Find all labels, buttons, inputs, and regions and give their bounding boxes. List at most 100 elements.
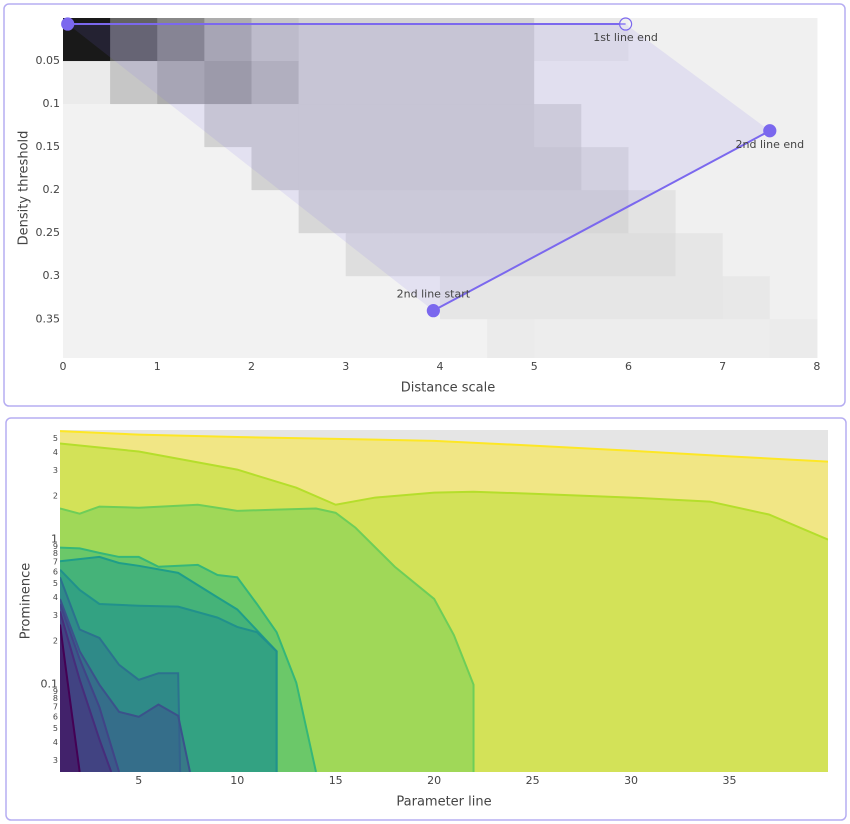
heatmap-cell [251, 319, 300, 358]
x-axis-title: Distance scale [401, 381, 495, 396]
line-handle [619, 17, 633, 31]
heatmap-cell [675, 190, 724, 234]
heatmap-cell [487, 104, 535, 148]
x-tick-label: 35 [723, 774, 737, 787]
heatmap-cell [722, 147, 771, 191]
heatmap-cell [157, 233, 205, 277]
area-line [60, 624, 81, 772]
heatmap-cell [345, 147, 394, 191]
heatmap-cell [439, 233, 488, 277]
heatmap-cell [487, 18, 535, 62]
y-tick-label: 9 [53, 542, 58, 551]
heatmap-cell [157, 18, 205, 62]
heatmap-cell [628, 190, 677, 234]
heatmap-cell [487, 276, 535, 320]
heatmap-cell [392, 233, 441, 277]
y-tick-label: 0.1 [41, 678, 59, 691]
heatmap-cell [204, 104, 252, 148]
heatmap-cell [769, 104, 818, 148]
y-tick-label: 4 [53, 738, 58, 747]
heatmap-cell [298, 190, 347, 234]
y-tick-label: 1 [51, 533, 58, 546]
y-tick-label: 6 [53, 712, 58, 721]
heatmap-cell [204, 61, 252, 105]
heatmap-cell [298, 276, 347, 320]
heatmap-cell [345, 319, 394, 358]
heatmap-cell [204, 233, 252, 277]
heatmap-cell [298, 319, 347, 358]
y-tick-label: 7 [53, 558, 58, 567]
line-handle [763, 124, 777, 138]
heatmap-cell [722, 190, 771, 234]
area-line [60, 598, 191, 772]
y-tick-label: 6 [53, 567, 58, 576]
y-tick-label: 4 [53, 448, 58, 457]
area-line [60, 603, 121, 772]
heatmap-cell [722, 61, 771, 105]
heatmap-cell [157, 190, 205, 234]
heatmap-cell [628, 61, 677, 105]
heatmap-cell [534, 61, 582, 105]
y-tick-label: 5 [53, 434, 58, 443]
heatmap-cell [439, 190, 488, 234]
y-tick-label: 0.35 [36, 312, 61, 325]
heatmap-cell [675, 18, 724, 62]
x-tick-label: 30 [624, 774, 638, 787]
heatmap-cell [63, 319, 111, 358]
x-tick-label: 8 [813, 360, 820, 373]
y-tick-label: 8 [53, 694, 58, 703]
heatmap-cell [722, 233, 771, 277]
x-tick-label: 7 [719, 360, 726, 373]
heatmap-cell [110, 61, 158, 105]
heatmap-cell [487, 319, 535, 358]
heatmap-cell [392, 147, 441, 191]
heatmap-cell [204, 18, 252, 62]
heatmap-cell [110, 18, 158, 62]
guide-line [432, 129, 771, 312]
heatmap-cell [628, 276, 677, 320]
y-tick-label: 0.25 [36, 226, 61, 239]
y-axis-title: Prominence [19, 563, 34, 640]
heatmap-cell [392, 104, 441, 148]
heatmap-cell [439, 276, 488, 320]
heatmap-cell [722, 104, 771, 148]
heatmap-cell [769, 61, 818, 105]
heatmap-cell [534, 104, 582, 148]
x-tick-label: 5 [531, 360, 538, 373]
x-tick-label: 2 [248, 360, 255, 373]
y-tick-label: 9 [53, 687, 58, 696]
heatmap-cell [251, 61, 300, 105]
y-tick-label: 3 [53, 466, 58, 475]
area-line [60, 546, 317, 772]
heatmap-cell [110, 276, 158, 320]
annotation: 2nd line start [397, 288, 471, 301]
heatmap-cell [251, 147, 300, 191]
heatmap-cell [392, 319, 441, 358]
heatmap-cell [251, 233, 300, 277]
x-tick-label: 1 [154, 360, 161, 373]
heatmap-cell [534, 18, 582, 62]
x-tick-label: 0 [60, 360, 67, 373]
heatmap-cell [204, 190, 252, 234]
heatmap-cell [534, 276, 582, 320]
heatmap-cell [581, 276, 629, 320]
heatmap-cell [769, 190, 818, 234]
x-tick-label: 6 [625, 360, 632, 373]
heatmap-cell [298, 104, 347, 148]
heatmap-cell [345, 104, 394, 148]
y-tick-label: 5 [53, 724, 58, 733]
area-fill [60, 624, 80, 772]
y-tick-label: 3 [53, 756, 58, 765]
heatmap-cell [157, 147, 205, 191]
heatmap-cell [534, 319, 582, 358]
heatmap-cell [439, 61, 488, 105]
heatmap-cell [722, 319, 771, 358]
x-tick-label: 25 [526, 774, 540, 787]
heatmap-cell [157, 104, 205, 148]
heatmap-cell [722, 276, 771, 320]
heatmap-cell [628, 233, 677, 277]
heatmap-cell [345, 61, 394, 105]
heatmap-cell [581, 319, 629, 358]
area-line [60, 430, 828, 463]
